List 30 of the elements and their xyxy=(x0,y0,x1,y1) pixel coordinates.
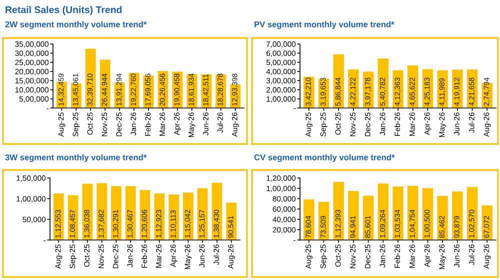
bar xyxy=(348,190,359,240)
bar xyxy=(348,69,359,108)
bar xyxy=(437,70,448,108)
bar xyxy=(125,186,136,240)
bar xyxy=(392,186,404,240)
bar xyxy=(466,187,478,240)
bar xyxy=(100,60,110,108)
bar xyxy=(378,184,388,240)
bar xyxy=(197,188,208,240)
bar xyxy=(392,70,404,108)
bar xyxy=(482,205,492,240)
bar xyxy=(168,194,179,240)
bar xyxy=(53,193,64,240)
bar xyxy=(226,202,237,240)
text: Retail Sales (Units) Trend xyxy=(6,6,122,16)
bar xyxy=(333,182,344,240)
bar xyxy=(85,48,96,108)
chart-title: PV segment monthly volume trend* xyxy=(254,21,394,29)
bar xyxy=(437,196,448,240)
bar xyxy=(111,186,122,240)
bar xyxy=(96,183,107,240)
chart-title: 2W segment monthly volume trend* xyxy=(5,21,147,29)
bar xyxy=(82,184,93,240)
bar xyxy=(304,199,314,240)
bar xyxy=(452,191,463,240)
chart-title: CV segment monthly volume trend* xyxy=(254,154,395,162)
bar xyxy=(154,193,165,240)
chart-title: 3W segment monthly volume trend* xyxy=(5,154,147,162)
bar xyxy=(183,192,194,240)
bar xyxy=(378,58,388,108)
